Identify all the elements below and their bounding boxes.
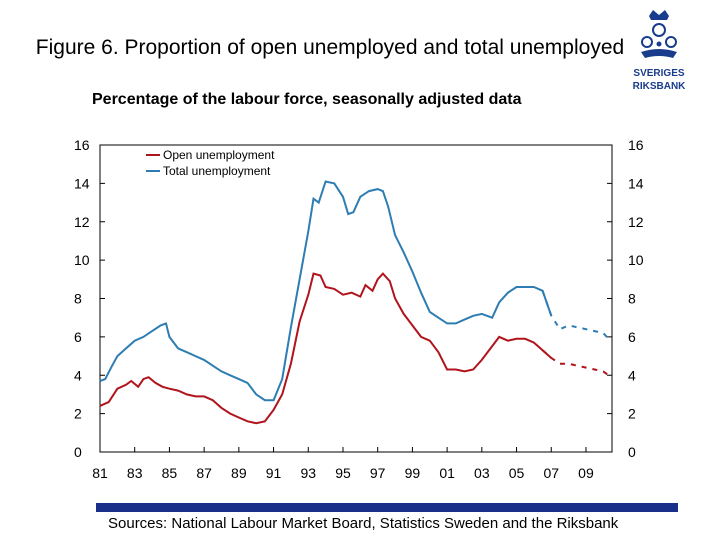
total-unemployment-line [99,180,553,402]
y-tick-label-left: 12 [74,214,90,230]
x-tick-label: 87 [196,465,212,481]
x-tick-label: 93 [300,465,316,481]
y-tick-label-right: 4 [628,367,636,383]
x-tick-label: 89 [231,465,247,481]
y-tick-label-left: 16 [74,137,90,153]
y-tick-label-right: 6 [628,329,636,345]
y-tick-label-right: 0 [628,444,636,460]
logo-text-line2: RIKSBANK [633,81,687,92]
total-unemployment-forecast-line [541,290,610,340]
x-tick-label: 07 [543,465,559,481]
crown-emblem [641,10,677,58]
y-tick-label-left: 6 [74,329,82,345]
footer-bar [96,503,678,512]
y-tick-label-left: 2 [74,406,82,422]
y-tick-label-left: 4 [74,367,82,383]
y-tick-label-right: 10 [628,252,644,268]
x-tick-label: 95 [335,465,351,481]
y-tick-label-left: 14 [74,175,90,191]
x-tick-label: 91 [266,465,282,481]
open-unemployment-forecast-line [541,349,610,377]
logo-text-line1: SVERIGES [633,68,684,79]
y-tick-label-left: 8 [74,291,82,307]
y-tick-label-left: 0 [74,444,82,460]
x-tick-label: 99 [405,465,421,481]
x-tick-label: 09 [578,465,594,481]
open-unemployment-line [99,272,552,425]
x-tick-label: 01 [439,465,455,481]
y-tick-label-left: 10 [74,252,90,268]
x-tick-label: 03 [474,465,490,481]
legend-label-open-unemployment: Open unemployment [163,148,275,162]
x-tick-label: 85 [162,465,178,481]
plot-frame [99,144,613,453]
legend-label-total-unemployment: Total unemployment [163,164,271,178]
chart-subtitle: Percentage of the labour force, seasonal… [92,91,522,108]
y-tick-label-right: 14 [628,175,644,191]
y-tick-label-right: 2 [628,406,636,422]
x-tick-label: 83 [127,465,143,481]
x-tick-label: 97 [370,465,386,481]
x-tick-label: 81 [92,465,108,481]
chart-title: Figure 6. Proportion of open unemployed … [35,36,625,59]
y-tick-label-right: 16 [628,137,644,153]
sources-note: Sources: National Labour Market Board, S… [108,515,619,532]
riksbank-logo: SVERIGES RIKSBANK [627,6,691,98]
y-tick-label-right: 8 [628,291,636,307]
x-tick-label: 05 [509,465,525,481]
y-tick-label-right: 12 [628,214,644,230]
